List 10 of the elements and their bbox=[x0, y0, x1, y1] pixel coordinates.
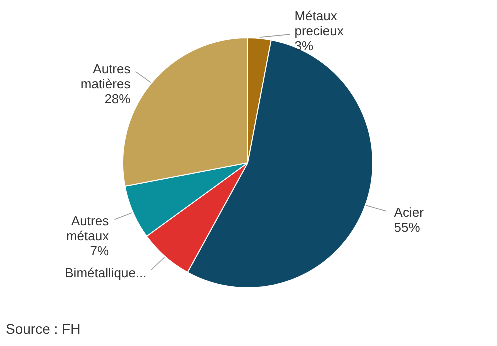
data-label: 55% bbox=[394, 220, 421, 235]
data-label: 3% bbox=[294, 38, 314, 54]
slice-label: Autres métaux bbox=[66, 213, 110, 244]
slice-label: Acier bbox=[394, 204, 425, 220]
slice-label: Bimétallique... bbox=[65, 265, 147, 280]
source-note: Source : FH bbox=[6, 321, 81, 337]
slice-label: Métaux precieux bbox=[294, 8, 344, 39]
slice-label: Autres matières bbox=[80, 61, 132, 92]
data-label: 28% bbox=[104, 91, 132, 106]
data-label: 7% bbox=[90, 243, 110, 258]
